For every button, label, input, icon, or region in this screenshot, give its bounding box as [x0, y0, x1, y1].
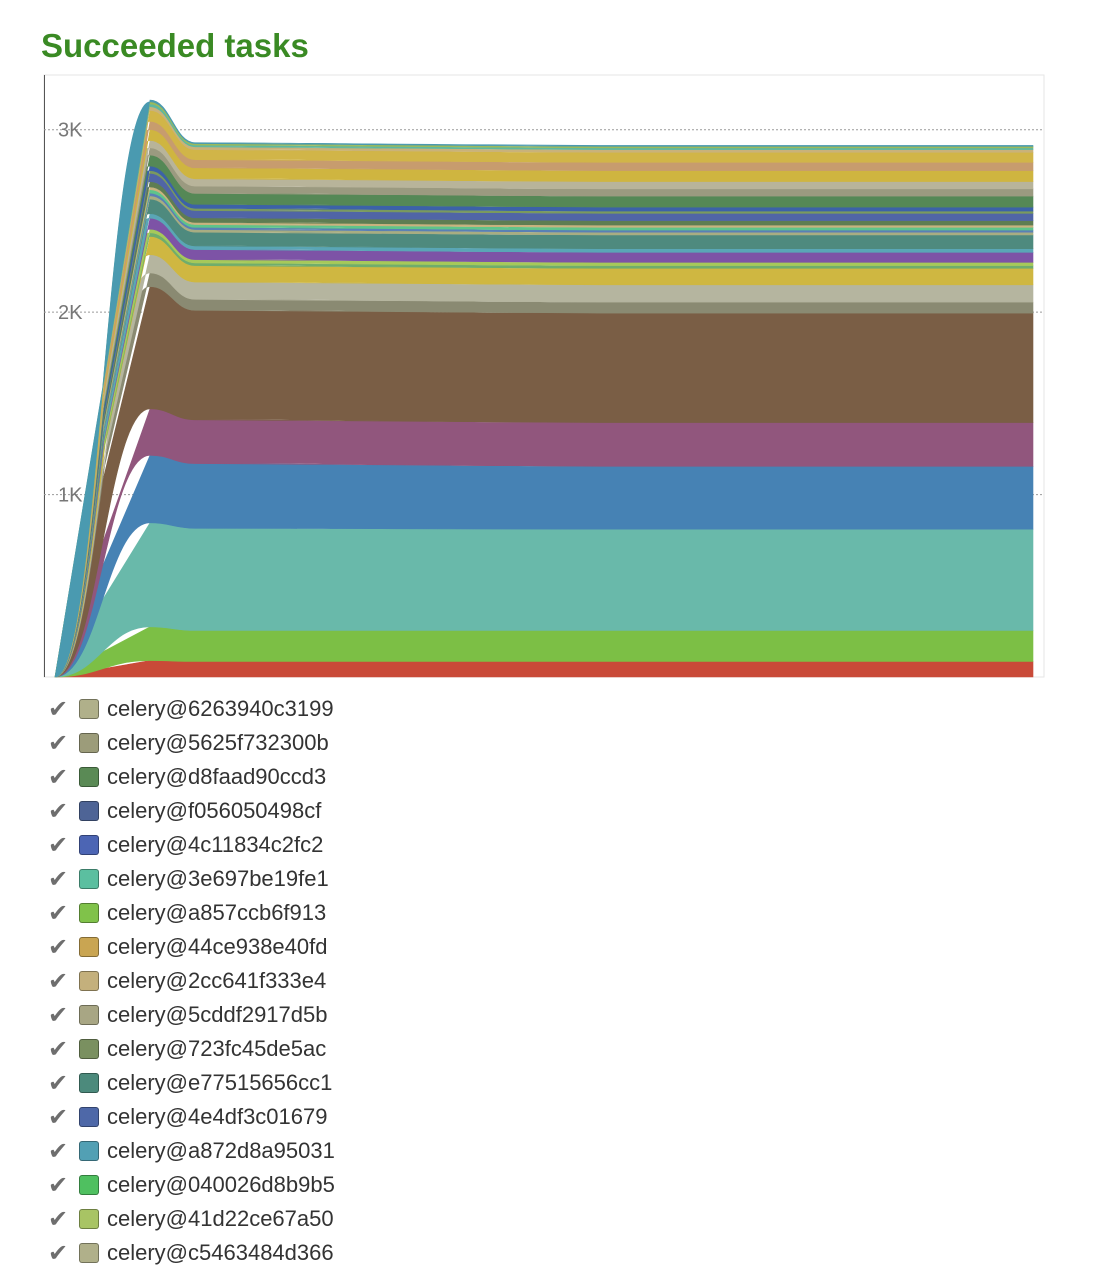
area-series	[54, 99, 1034, 678]
legend-label: celery@6263940c3199	[107, 696, 334, 721]
legend-swatch	[79, 903, 99, 923]
legend-item[interactable]: ✔ celery@723fc45de5ac	[48, 1032, 335, 1066]
legend-label: celery@a872d8a95031	[107, 1138, 335, 1163]
legend-item[interactable]: ✔ celery@a872d8a95031	[48, 1134, 335, 1168]
legend-item[interactable]: ✔ celery@a857ccb6f913	[48, 896, 335, 930]
legend-label: celery@3e697be19fe1	[107, 866, 329, 891]
legend-item[interactable]: ✔ celery@44ce938e40fd	[48, 930, 335, 964]
legend-swatch	[79, 1141, 99, 1161]
legend-label: celery@c5463484d366	[107, 1240, 334, 1265]
y-tick-label: 1K	[58, 485, 83, 507]
legend-swatch	[79, 937, 99, 957]
legend-swatch	[79, 1005, 99, 1025]
checkmark-icon[interactable]: ✔	[48, 1171, 69, 1199]
legend-item[interactable]: ✔ celery@c5463484d366	[48, 1236, 335, 1270]
checkmark-icon[interactable]: ✔	[48, 1001, 69, 1029]
checkmark-icon[interactable]: ✔	[48, 831, 69, 859]
area-layers	[54, 99, 1034, 678]
legend-label: celery@41d22ce67a50	[107, 1206, 334, 1231]
stacked-area-chart: 1K 2K 3K	[43, 74, 1045, 678]
legend-label: celery@723fc45de5ac	[107, 1036, 327, 1061]
legend-swatch	[79, 1209, 99, 1229]
checkmark-icon[interactable]: ✔	[48, 729, 69, 757]
legend-item[interactable]: ✔ celery@d8faad90ccd3	[48, 760, 335, 794]
checkmark-icon[interactable]: ✔	[48, 1205, 69, 1233]
legend: ✔ celery@6263940c3199 ✔ celery@5625f732300b…	[48, 692, 335, 1270]
checkmark-icon[interactable]: ✔	[48, 1103, 69, 1131]
legend-swatch	[79, 801, 99, 821]
checkmark-icon[interactable]: ✔	[48, 695, 69, 723]
legend-label: celery@4c11834c2fc2	[107, 832, 324, 857]
legend-swatch	[79, 1073, 99, 1093]
legend-swatch	[79, 699, 99, 719]
legend-item[interactable]: ✔ celery@6263940c3199	[48, 692, 335, 726]
legend-label: celery@d8faad90ccd3	[107, 764, 327, 789]
legend-label: celery@f056050498cf	[107, 798, 322, 823]
legend-label: celery@4e4df3c01679	[107, 1104, 328, 1129]
legend-item[interactable]: ✔ celery@3e697be19fe1	[48, 862, 335, 896]
checkmark-icon[interactable]: ✔	[48, 763, 69, 791]
legend-swatch	[79, 733, 99, 753]
y-tick-label: 3K	[58, 120, 83, 142]
legend-label: celery@a857ccb6f913	[107, 900, 327, 925]
legend-label: celery@2cc641f333e4	[107, 968, 327, 993]
legend-label: celery@5625f732300b	[107, 730, 329, 755]
legend-item[interactable]: ✔ celery@5625f732300b	[48, 726, 335, 760]
legend-swatch	[79, 1175, 99, 1195]
chart-title: Succeeded tasks	[41, 27, 309, 64]
legend-item[interactable]: ✔ celery@5cddf2917d5b	[48, 998, 335, 1032]
legend-swatch	[79, 971, 99, 991]
checkmark-icon[interactable]: ✔	[48, 1239, 69, 1267]
legend-item[interactable]: ✔ celery@4e4df3c01679	[48, 1100, 335, 1134]
legend-item[interactable]: ✔ celery@f056050498cf	[48, 794, 335, 828]
legend-swatch	[79, 869, 99, 889]
legend-item[interactable]: ✔ celery@2cc641f333e4	[48, 964, 335, 998]
legend-swatch	[79, 1107, 99, 1127]
checkmark-icon[interactable]: ✔	[48, 967, 69, 995]
legend-label: celery@44ce938e40fd	[107, 934, 328, 959]
legend-item[interactable]: ✔ celery@e77515656cc1	[48, 1066, 335, 1100]
area-series	[54, 660, 1034, 678]
checkmark-icon[interactable]: ✔	[48, 797, 69, 825]
legend-swatch	[79, 835, 99, 855]
checkmark-icon[interactable]: ✔	[48, 865, 69, 893]
checkmark-icon[interactable]: ✔	[48, 1069, 69, 1097]
legend-item[interactable]: ✔ celery@4c11834c2fc2	[48, 828, 335, 862]
legend-item[interactable]: ✔ celery@040026d8b9b5	[48, 1168, 335, 1202]
legend-label: celery@5cddf2917d5b	[107, 1002, 328, 1027]
legend-swatch	[79, 1243, 99, 1263]
checkmark-icon[interactable]: ✔	[48, 899, 69, 927]
legend-label: celery@e77515656cc1	[107, 1070, 333, 1095]
checkmark-icon[interactable]: ✔	[48, 1137, 69, 1165]
legend-swatch	[79, 1039, 99, 1059]
y-tick-labels: 1K 2K 3K	[58, 120, 83, 507]
y-tick-label: 2K	[58, 302, 83, 324]
legend-item[interactable]: ✔ celery@41d22ce67a50	[48, 1202, 335, 1236]
checkmark-icon[interactable]: ✔	[48, 1035, 69, 1063]
checkmark-icon[interactable]: ✔	[48, 933, 69, 961]
legend-label: celery@040026d8b9b5	[107, 1172, 335, 1197]
legend-swatch	[79, 767, 99, 787]
